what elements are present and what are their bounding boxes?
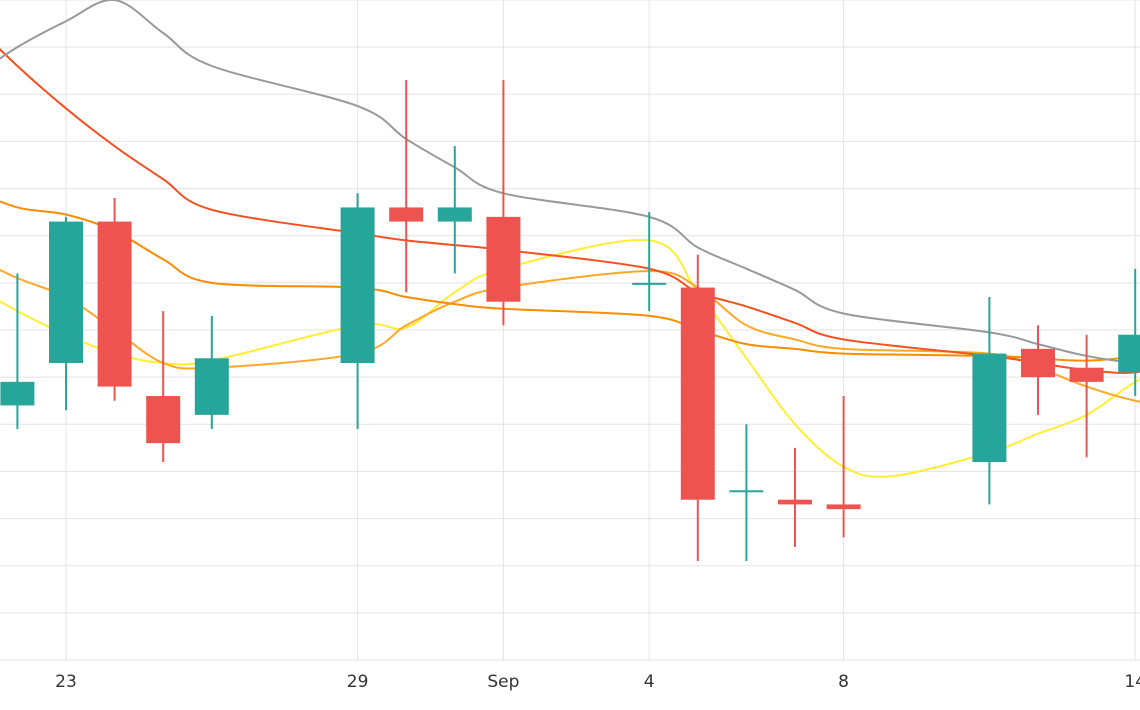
- moving-average-line: [0, 48, 1140, 374]
- candle-increasing: [1118, 268, 1140, 396]
- candle-decreasing: [680, 254, 715, 561]
- candle-body: [632, 282, 667, 285]
- x-axis-ticks: 2329Sep481420: [55, 672, 1140, 692]
- candle-decreasing: [1069, 334, 1104, 458]
- candle-decreasing: [97, 198, 132, 401]
- candle-body: [972, 353, 1007, 462]
- grid: [0, 0, 1140, 661]
- candle-body: [437, 207, 472, 222]
- candle-increasing: [972, 297, 1007, 505]
- x-tick-label: 14: [1124, 672, 1140, 692]
- candle-body: [680, 287, 715, 500]
- x-tick-label: 8: [838, 672, 849, 692]
- candle-decreasing: [389, 80, 424, 293]
- candle-body: [1118, 334, 1140, 373]
- candle-body: [49, 221, 83, 363]
- candle-decreasing: [1021, 325, 1055, 415]
- candle-body: [729, 490, 764, 493]
- candle-increasing: [340, 193, 375, 429]
- x-tick-label: 29: [347, 672, 369, 692]
- candle-body: [194, 358, 229, 415]
- candles: [0, 80, 1140, 561]
- moving-average-line: [0, 268, 1140, 403]
- candle-decreasing: [146, 311, 181, 462]
- x-tick-label: 23: [55, 672, 77, 692]
- candle-decreasing: [826, 396, 861, 538]
- candle-increasing: [0, 273, 35, 429]
- candle-increasing: [437, 146, 472, 274]
- moving-average-line: [0, 238, 1140, 478]
- candle-body: [389, 207, 424, 222]
- candle-increasing: [49, 216, 83, 411]
- candle-body: [1021, 348, 1055, 378]
- candle-increasing: [194, 315, 229, 429]
- candle-body: [340, 207, 375, 363]
- x-tick-label: Sep: [487, 672, 519, 692]
- candle-increasing: [632, 212, 667, 312]
- candle-body: [778, 499, 812, 505]
- candle-body: [826, 504, 861, 510]
- x-tick-label: 4: [644, 672, 655, 692]
- candle-body: [97, 221, 132, 387]
- candle-body: [486, 216, 521, 302]
- moving-average-line: [0, 200, 1140, 362]
- moving-average-lines: [0, 0, 1140, 478]
- candle-decreasing: [486, 80, 521, 326]
- moving-average-line: [0, 0, 1140, 365]
- candle-body: [0, 381, 35, 406]
- candle-decreasing: [778, 447, 812, 547]
- candle-increasing: [729, 424, 764, 561]
- candle-body: [1069, 367, 1104, 382]
- candle-body: [146, 396, 181, 444]
